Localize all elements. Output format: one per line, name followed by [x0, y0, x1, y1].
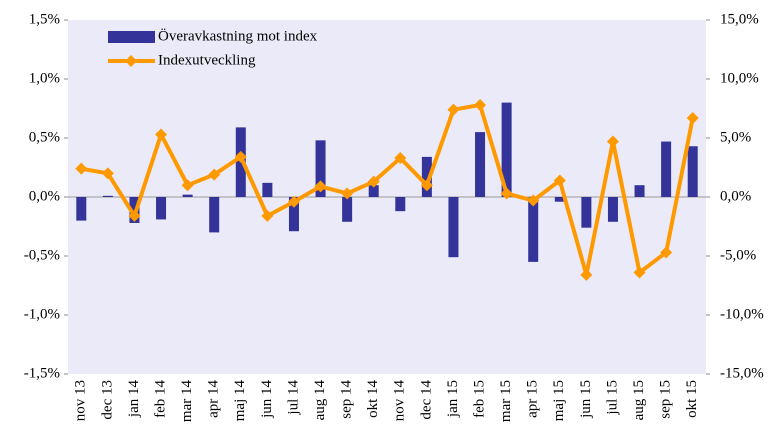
marker: [261, 209, 274, 222]
marker: [420, 179, 433, 192]
x-tick-label: sep 15: [658, 380, 674, 419]
y-tick-label: 1,0%: [29, 70, 60, 86]
bar: [581, 197, 592, 228]
bar: [342, 197, 353, 222]
x-tick-label: nov 14: [392, 380, 408, 422]
x-tick-label: aug 15: [631, 380, 647, 420]
line: [80, 102, 695, 277]
y-tick-label: -1,0%: [24, 306, 60, 322]
x-tick-label: jul 15: [604, 380, 620, 416]
marker: [447, 103, 460, 116]
bar: [528, 197, 539, 262]
marker: [208, 168, 221, 181]
x-tick-label: jan 15: [445, 380, 461, 418]
y2-tick-label: -15,0%: [720, 365, 764, 381]
marker: [155, 128, 168, 141]
marker: [580, 268, 593, 281]
bar: [209, 197, 220, 233]
x-tick-label: okt 14: [365, 380, 381, 418]
marker: [314, 180, 327, 193]
y2-tick-label: -5,0%: [720, 247, 756, 263]
legend-swatch: [108, 31, 155, 43]
y2-tick-label: 10,0%: [720, 70, 759, 86]
marker: [474, 98, 487, 111]
marker: [553, 174, 566, 187]
x-tick-label: sep 14: [339, 380, 355, 419]
x-tick-label: dec 14: [418, 380, 434, 420]
x-tick-label: mar 15: [498, 380, 514, 422]
x-tick-label: maj 14: [232, 380, 248, 422]
bar: [76, 197, 87, 221]
bar: [368, 185, 379, 197]
y2-tick-label: 15,0%: [720, 11, 759, 27]
x-tick-label: aug 14: [312, 380, 328, 421]
bar: [661, 141, 672, 197]
marker: [606, 135, 619, 148]
bar: [288, 197, 299, 232]
legend-marker: [125, 55, 137, 67]
bar: [262, 182, 273, 197]
x-tick-label: feb 15: [471, 380, 487, 418]
bar: [501, 102, 512, 197]
marker: [101, 167, 114, 180]
marker: [527, 194, 540, 207]
bar: [182, 194, 193, 197]
x-tick-label: jun 15: [578, 380, 594, 419]
x-tick-label: jul 14: [285, 380, 301, 416]
marker: [367, 175, 380, 188]
marker: [75, 162, 88, 175]
marker: [394, 152, 407, 165]
y2-tick-label: -10,0%: [720, 306, 764, 322]
x-tick-label: apr 15: [525, 380, 541, 418]
marker: [686, 111, 699, 124]
x-tick-label: maj 15: [551, 380, 567, 421]
y2-tick-label: 0,0%: [720, 188, 751, 204]
marker: [287, 195, 300, 208]
x-tick-label: apr 14: [206, 380, 222, 418]
bar: [554, 197, 565, 202]
marker: [181, 179, 194, 192]
marker: [234, 150, 247, 163]
bar: [315, 140, 326, 197]
y-tick-label: 1,5%: [29, 11, 60, 27]
x-tick-label: dec 13: [99, 380, 115, 420]
bar: [156, 197, 167, 220]
y-tick-label: 0,0%: [29, 188, 60, 204]
bar: [448, 197, 459, 258]
bar: [687, 146, 698, 197]
bar: [102, 195, 113, 197]
y-tick-label: -0,5%: [24, 247, 60, 263]
bar: [421, 156, 432, 197]
y-tick-label: 0,5%: [29, 129, 60, 145]
x-tick-label: okt 15: [684, 380, 700, 418]
x-tick-label: mar 14: [179, 380, 195, 423]
bar: [607, 197, 618, 222]
marker: [128, 209, 141, 222]
y-tick-label: -1,5%: [24, 365, 60, 381]
legend-label: Indexutveckling: [158, 52, 256, 68]
bar: [634, 185, 645, 197]
bar: [475, 132, 486, 197]
marker: [341, 187, 354, 200]
x-tick-label: nov 13: [73, 380, 89, 421]
legend-label: Överavkastning mot index: [158, 27, 318, 44]
x-tick-label: jan 14: [126, 380, 142, 419]
marker: [500, 187, 513, 200]
x-tick-label: feb 14: [152, 380, 168, 418]
marker: [660, 246, 673, 259]
bar: [395, 197, 406, 212]
x-tick-label: jun 14: [259, 380, 275, 419]
y2-tick-label: 5,0%: [720, 129, 751, 145]
marker: [633, 266, 646, 279]
